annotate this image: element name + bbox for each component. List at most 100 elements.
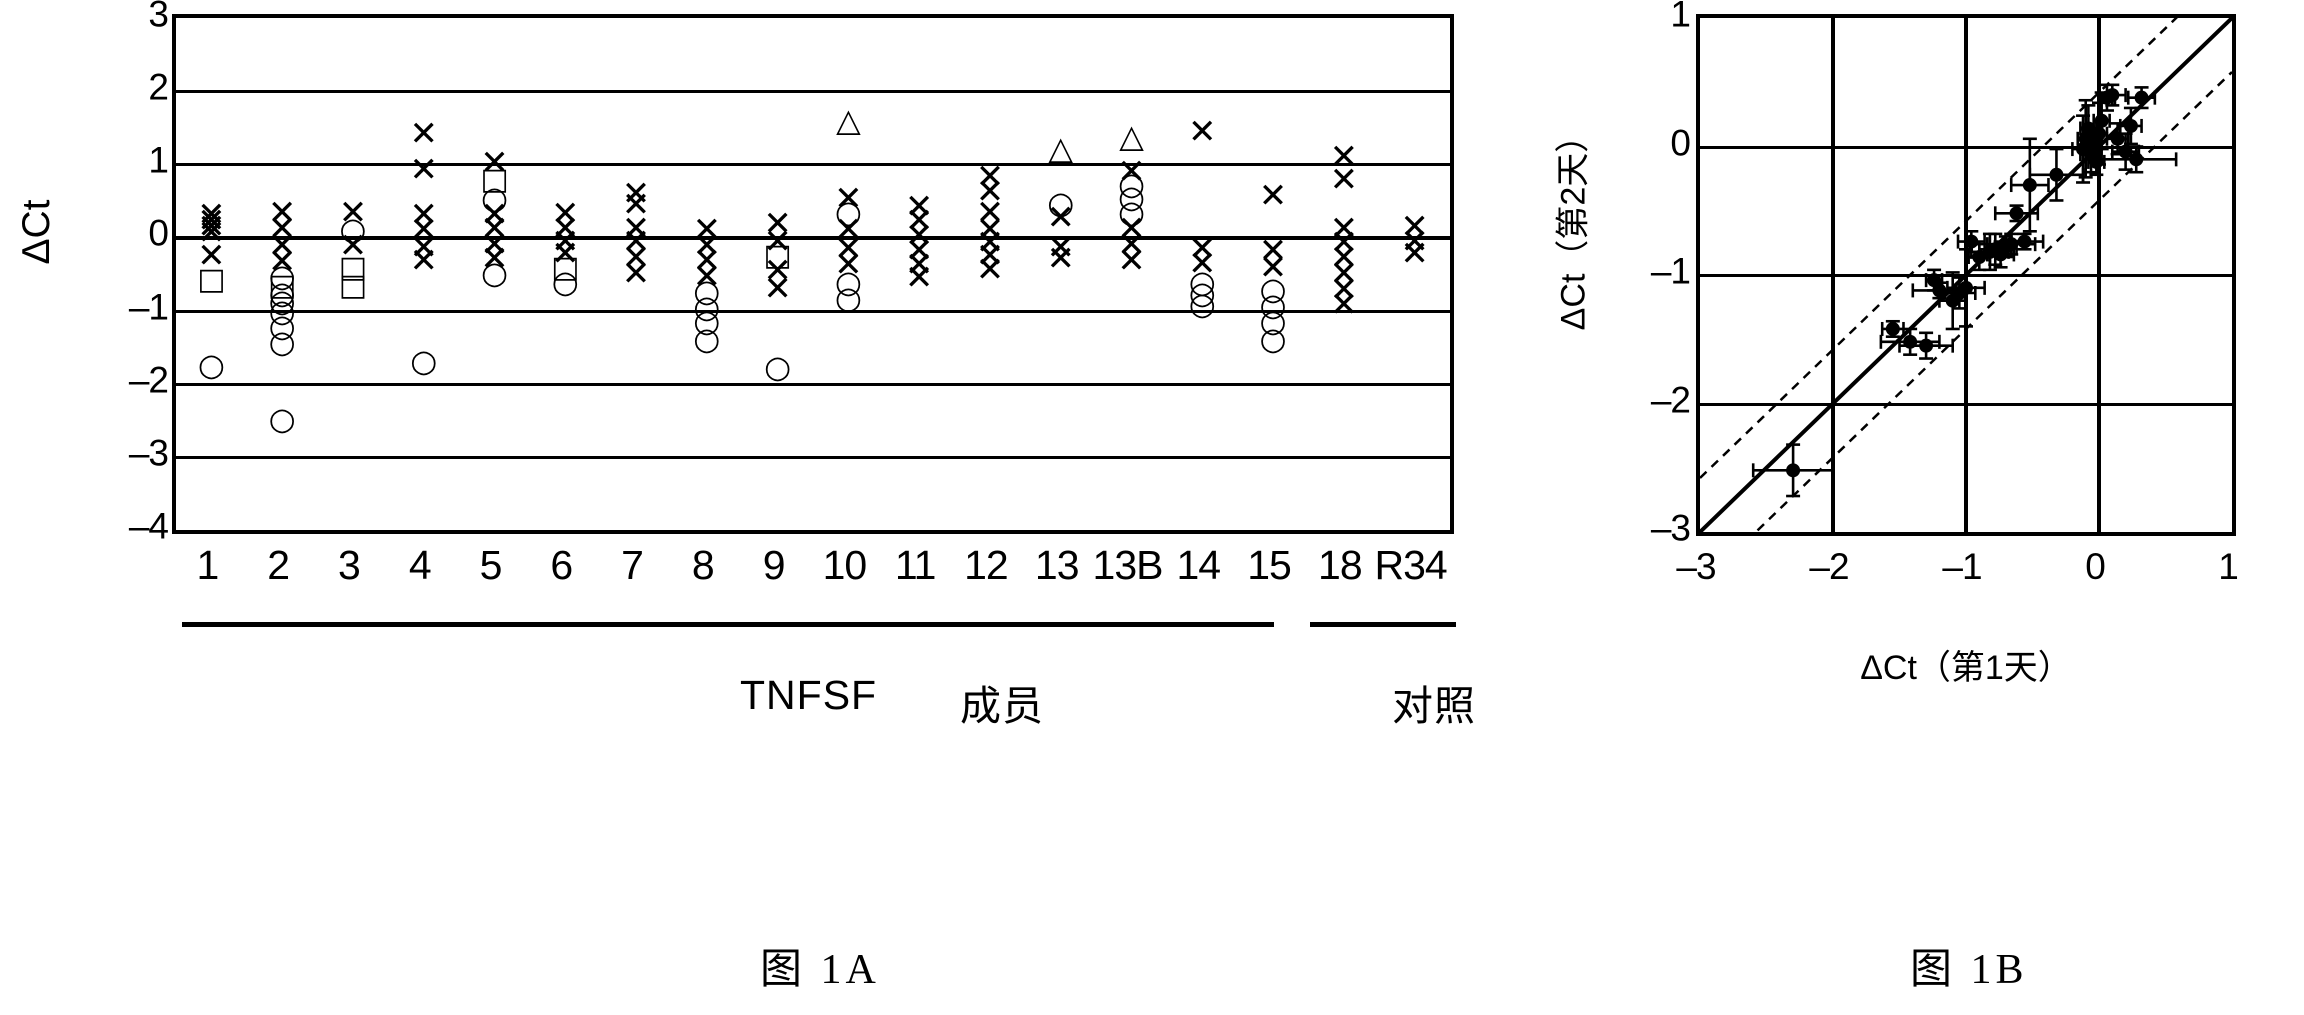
- panel-b-y-tick--1: –1: [1651, 253, 1690, 290]
- marker-tr-10-0: △: [836, 104, 861, 136]
- panel-a-x-tick-R34: R34: [1375, 545, 1447, 586]
- marker-x-14-0: ✕: [1188, 115, 1217, 149]
- panel-a-x-tick-14: 14: [1176, 545, 1220, 586]
- panel-b-y-axis-label: ΔCt（第2天）: [1546, 95, 1595, 355]
- marker-o-15-6: ○: [1260, 324, 1287, 355]
- panel-b-marker-32: [2124, 119, 2138, 133]
- panel-figure-1b: ΔCt（第2天） 10–1–2–3 –3–2–101 ΔCt（第1天）: [1500, 0, 2304, 1015]
- marker-o-2-11: ○: [269, 405, 296, 436]
- panel-b-marker-27: [2095, 114, 2109, 128]
- marker-tr-13-0: △: [1048, 132, 1073, 164]
- marker-o-9-5: ○: [764, 352, 791, 383]
- panel-b-point-16: [1995, 206, 2038, 221]
- gridline-y-2: [176, 90, 1450, 93]
- panel-b-scatter-svg: [1700, 18, 2232, 532]
- figure-1b-caption: 图 1B: [1910, 935, 2028, 996]
- panel-a-y-tick-labels: 3 2 1 0 –1 –2 –3 –4: [60, 0, 168, 560]
- panel-b-marker-17: [2018, 235, 2032, 249]
- panel-a-x-tick-12: 12: [964, 545, 1008, 586]
- panel-a-y-tick--2: –2: [129, 361, 168, 398]
- marker-x-13B-7: ✕: [1117, 244, 1146, 278]
- gridline-y--3: [176, 456, 1450, 459]
- panel-a-x-tick-3: 3: [338, 545, 360, 586]
- marker-o-2-10: ○: [269, 328, 296, 359]
- panel-b-point-19: [2030, 149, 2083, 200]
- panel-a-x-tick-18: 18: [1318, 545, 1362, 586]
- panel-a-tnfsf-label: TNFSF: [740, 672, 877, 719]
- panel-a-x-tick-9: 9: [763, 545, 785, 586]
- marker-x-7-5: ✕: [622, 257, 651, 291]
- panel-a-x-tick-4: 4: [409, 545, 431, 586]
- figure-1a-caption: 图 1A: [760, 935, 880, 996]
- panel-b-point-1: [1882, 321, 1903, 336]
- panel-a-y-tick-2: 2: [148, 69, 168, 106]
- marker-x-9-4: ✕: [763, 272, 792, 306]
- panel-a-control-underline: [1310, 622, 1456, 627]
- panel-b-marker-34: [2135, 91, 2149, 105]
- panel-b-marker-8: [1959, 281, 1973, 295]
- panel-b-x-tick-labels: –3–2–101: [1696, 548, 2236, 608]
- panel-b-x-tick-0: 0: [2085, 548, 2105, 585]
- marker-x-4-1: ✕: [409, 153, 438, 187]
- marker-x-15-0: ✕: [1259, 179, 1288, 213]
- panel-a-x-tick-6: 6: [550, 545, 572, 586]
- panel-a-x-tick-8: 8: [692, 545, 714, 586]
- panel-a-x-tick-13B: 13B: [1093, 545, 1163, 586]
- panel-b-x-tick-1: 1: [2218, 548, 2238, 585]
- marker-x-18-1: ✕: [1330, 163, 1359, 197]
- panel-b-x-tick--1: –1: [1942, 548, 1981, 585]
- panel-b-plot-area: [1696, 14, 2236, 536]
- panel-b-marker-19: [2049, 168, 2063, 182]
- marker-tr-13B-0: △: [1119, 120, 1144, 152]
- panel-a-members-label: 成员: [960, 672, 1044, 732]
- panel-b-x-tick--2: –2: [1809, 548, 1848, 585]
- marker-o-6-5: ○: [552, 267, 579, 298]
- marker-o-14-5: ○: [1189, 289, 1216, 320]
- panel-a-y-tick--1: –1: [129, 288, 168, 325]
- panel-a-y-tick-3: 3: [148, 0, 168, 33]
- marker-x-4-5: ✕: [409, 244, 438, 278]
- marker-x-R34-2: ✕: [1400, 237, 1429, 271]
- panel-a-plot-area: ✕✕✕✕✕□○✕✕✕✕○□○○○○○○✕○✕□□✕✕✕✕✕✕○✕□○✕✕✕✕○✕…: [172, 14, 1454, 534]
- panel-a-control-label: 对照: [1392, 672, 1476, 732]
- panel-b-marker-33: [2129, 152, 2143, 166]
- marker-x-12-6: ✕: [976, 253, 1005, 287]
- panel-a-x-tick-5: 5: [480, 545, 502, 586]
- marker-x-13-4: ✕: [1046, 242, 1075, 276]
- panel-a-x-tick-15: 15: [1247, 545, 1291, 586]
- panel-b-y-tick-labels: 10–1–2–3: [1600, 0, 1690, 560]
- panel-b-x-tick--3: –3: [1676, 548, 1715, 585]
- panel-a-y-tick-0: 0: [148, 215, 168, 252]
- marker-o-8-7: ○: [693, 324, 720, 355]
- panel-b-y-tick-0: 0: [1670, 124, 1690, 161]
- panel-b-point-0: [1753, 445, 1833, 496]
- panel-a-x-tick-10: 10: [823, 545, 867, 586]
- marker-sq-1-5: □: [197, 265, 225, 295]
- marker-x-18-7: ✕: [1330, 288, 1359, 322]
- panel-a-x-tick-11: 11: [895, 545, 936, 586]
- panel-a-x-tick-2: 2: [267, 545, 289, 586]
- marker-o-1-6: ○: [198, 351, 225, 382]
- panel-a-x-tick-labels: 1234567891011121313B141518R34: [172, 545, 1454, 605]
- gridline-y--2: [176, 383, 1450, 386]
- marker-sq-3-4: □: [339, 271, 367, 301]
- panel-a-members-underline: [182, 622, 1274, 627]
- panel-a-y-axis-label: ΔCt: [15, 157, 59, 307]
- figure-page: ΔCt 3210–1–2–3–4 ✕✕✕✕✕□○✕✕✕✕○□○○○○○○✕○✕□…: [0, 0, 2304, 1015]
- marker-x-11-5: ✕: [905, 261, 934, 295]
- panel-a-y-tick--4: –4: [129, 508, 168, 545]
- panel-b-marker-26: [2092, 127, 2106, 141]
- panel-figure-1a: ΔCt 3210–1–2–3–4 ✕✕✕✕✕□○✕✕✕✕○□○○○○○○✕○✕□…: [0, 0, 1500, 1015]
- panel-a-y-tick-1: 1: [148, 142, 168, 179]
- marker-x-4-0: ✕: [409, 117, 438, 151]
- panel-b-y-tick-1: 1: [1670, 0, 1690, 33]
- marker-o-10-7: ○: [835, 283, 862, 314]
- marker-o-5-7: ○: [481, 259, 508, 290]
- panel-b-marker-3: [1919, 339, 1933, 353]
- panel-b-marker-1: [1886, 322, 1900, 336]
- panel-a-x-tick-1: 1: [196, 545, 218, 586]
- panel-a-x-tick-7: 7: [621, 545, 643, 586]
- panel-b-point-34: [2128, 87, 2155, 108]
- panel-b-marker-16: [2010, 206, 2024, 220]
- panel-a-y-tick--3: –3: [129, 434, 168, 471]
